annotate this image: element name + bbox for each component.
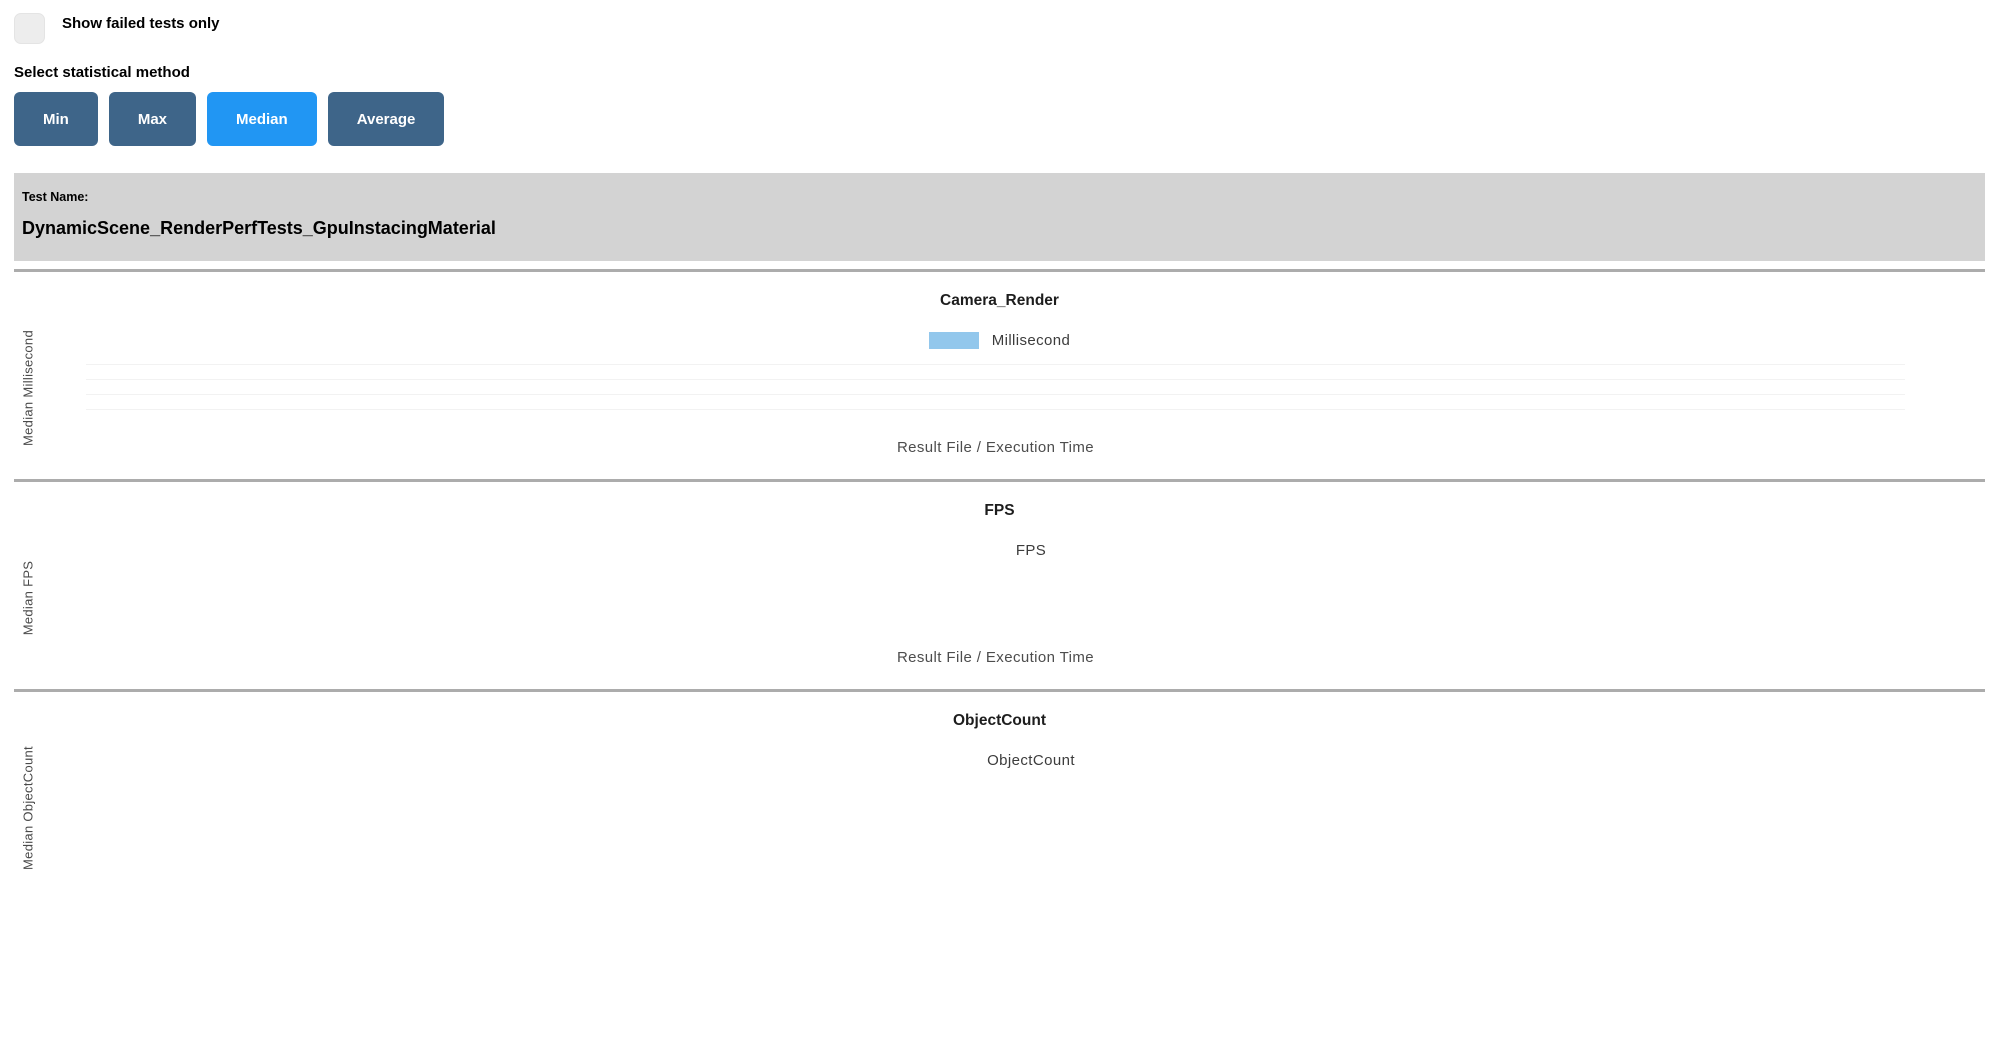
legend-swatch [928,332,979,349]
x-axis-labels [86,417,1905,430]
gridline-minor [86,408,1905,410]
gridline-minor [86,393,1905,395]
divider [14,689,1985,692]
divider [14,479,1985,482]
legend-swatch [924,752,974,769]
stat-method-button-max[interactable]: Max [108,92,197,146]
stat-method-button-average[interactable]: Average [327,92,445,146]
show-failed-checkbox[interactable] [14,13,45,44]
stat-method-button-median[interactable]: Median [207,92,317,146]
divider [14,269,1985,272]
y-axis-ticks [42,568,86,627]
legend-label: FPS [1015,542,1047,559]
test-name-caption: Test Name: [22,190,89,204]
chart-camera-render: Camera_Render Millisecond Median Millise… [14,269,1985,471]
plot-area [86,358,1905,417]
y-axis-ticks [42,778,86,837]
x-axis-title: Result File / Execution Time [896,649,1095,666]
y-axis-title: Median ObjectCount [20,745,36,870]
plot-area [86,778,1905,837]
y-axis-title: Median Millisecond [20,329,36,446]
x-axis-labels [86,837,1905,850]
x-axis-title: Result File / Execution Time [896,439,1095,456]
stat-method-buttons: Min Max Median Average [14,92,1985,146]
test-name-bar: Test Name: DynamicScene_RenderPerfTests_… [14,173,1985,261]
y-axis-ticks [42,358,86,417]
chart-legend: FPS [14,542,1985,559]
chart-title: Camera_Render [940,292,1059,309]
stat-method-label: Select statistical method [14,64,190,81]
chart-title: ObjectCount [953,712,1046,729]
chart-title: FPS [984,502,1015,519]
chart-fps: FPS FPS Median FPS Result File / Executi… [14,479,1985,681]
gridline-minor [86,364,1905,366]
show-failed-row: Show failed tests only [14,13,1985,44]
chart-legend: ObjectCount [14,752,1985,769]
plot-area [86,568,1905,627]
x-axis-title [86,859,1905,876]
legend-label: Millisecond [991,332,1071,349]
x-axis-labels [86,627,1905,640]
test-name-value: DynamicScene_RenderPerfTests_GpuInstacin… [22,218,496,238]
stat-method-button-min[interactable]: Min [14,92,98,146]
legend-label: ObjectCount [987,752,1075,769]
chart-object-count: ObjectCount ObjectCount Median ObjectCou… [14,689,1985,891]
gridline-minor [86,379,1905,381]
legend-swatch [953,542,1003,559]
show-failed-label: Show failed tests only [62,15,220,32]
y-axis-title: Median FPS [20,560,36,635]
chart-legend: Millisecond [14,332,1985,349]
